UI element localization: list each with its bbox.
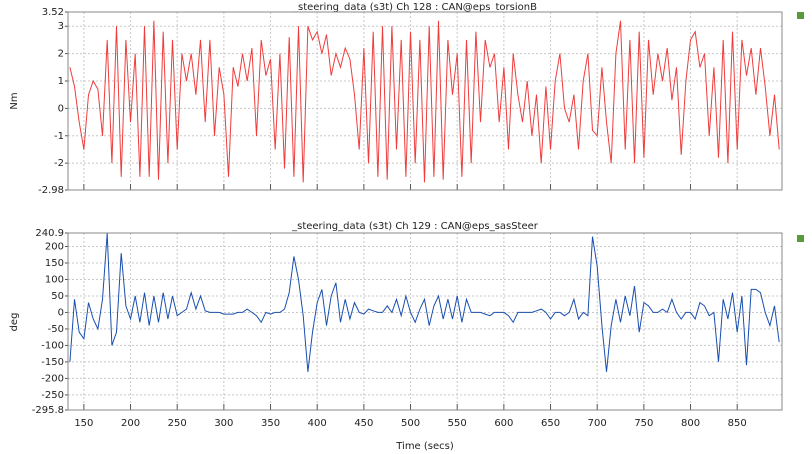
x-tick-label: 750 bbox=[634, 418, 653, 429]
y-tick-label: -150 bbox=[41, 357, 64, 368]
legend-marker bbox=[797, 235, 804, 242]
y-tick-label: -295.8 bbox=[32, 405, 64, 416]
y-tick-label: 240.9 bbox=[35, 228, 64, 239]
x-tick-label: 500 bbox=[401, 418, 420, 429]
y-tick-label: -100 bbox=[41, 340, 64, 351]
x-tick-label: 450 bbox=[354, 418, 373, 429]
x-tick-label: 550 bbox=[448, 418, 467, 429]
x-tick-label: 600 bbox=[494, 418, 513, 429]
data-line bbox=[69, 20, 780, 183]
legend-marker bbox=[797, 12, 804, 19]
x-tick-label: 700 bbox=[588, 418, 607, 429]
x-tick-label: 800 bbox=[681, 418, 700, 429]
y-tick-label: -2.98 bbox=[38, 185, 64, 196]
data-line bbox=[69, 233, 780, 372]
x-tick-label: 250 bbox=[168, 418, 187, 429]
x-tick-label: 200 bbox=[121, 418, 140, 429]
y-tick-label: -2 bbox=[54, 158, 64, 169]
plot-frame bbox=[67, 11, 783, 191]
plot-frame bbox=[67, 232, 783, 411]
y-tick-label: -1 bbox=[54, 131, 64, 142]
chart-title: _steering_data (s3t) Ch 129 : CAN@eps_sa… bbox=[291, 221, 539, 232]
y-tick-label: 2 bbox=[58, 49, 64, 60]
y-tick-label: 50 bbox=[51, 291, 64, 302]
y-axis-label: Nm bbox=[9, 92, 20, 109]
y-tick-label: 150 bbox=[45, 258, 64, 269]
x-tick-label: 850 bbox=[728, 418, 747, 429]
x-tick-label: 300 bbox=[214, 418, 233, 429]
x-tick-label: 350 bbox=[261, 418, 280, 429]
y-tick-label: 100 bbox=[45, 274, 64, 285]
x-tick-label: 650 bbox=[541, 418, 560, 429]
x-tick-label: 400 bbox=[308, 418, 327, 429]
y-tick-label: 0 bbox=[58, 103, 64, 114]
y-tick-label: -250 bbox=[41, 390, 64, 401]
x-axis-label: Time (secs) bbox=[395, 441, 454, 452]
y-tick-label: 200 bbox=[45, 241, 64, 252]
chart-title: _steering_data (s3t) Ch 128 : CAN@eps_to… bbox=[292, 2, 537, 13]
y-tick-label: 1 bbox=[58, 76, 64, 87]
y-tick-label: -200 bbox=[41, 373, 64, 384]
y-axis-label: deg bbox=[9, 313, 20, 332]
y-tick-label: -50 bbox=[48, 324, 64, 335]
x-tick-label: 150 bbox=[74, 418, 93, 429]
y-tick-label: 3 bbox=[58, 21, 64, 32]
y-tick-label: 0 bbox=[58, 307, 64, 318]
y-tick-label: 3.52 bbox=[42, 7, 64, 18]
